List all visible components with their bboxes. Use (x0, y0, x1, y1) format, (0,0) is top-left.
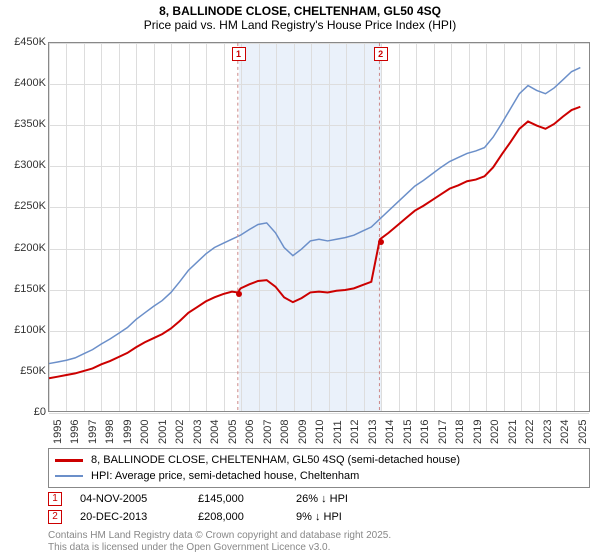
y-axis-label: £350K (14, 118, 46, 130)
x-axis-label: 2002 (174, 420, 186, 444)
title-block: 8, BALLINODE CLOSE, CHELTENHAM, GL50 4SQ… (0, 0, 600, 34)
sale-date: 04-NOV-2005 (80, 493, 180, 505)
sale-marker-dot (236, 291, 242, 297)
sale-hpi-diff: 26% ↓ HPI (296, 493, 396, 505)
y-axis-label: £200K (14, 242, 46, 254)
x-axis-label: 1999 (122, 420, 134, 444)
x-axis-label: 2010 (314, 420, 326, 444)
x-axis-label: 2011 (332, 420, 344, 444)
sale-price: £208,000 (198, 511, 278, 523)
series-property (49, 107, 580, 379)
footer-line2: This data is licensed under the Open Gov… (48, 542, 391, 554)
sale-marker-badge: 1 (232, 47, 246, 61)
x-axis-label: 2016 (419, 420, 431, 444)
x-axis-label: 2004 (209, 420, 221, 444)
sale-row: 2 20-DEC-2013 £208,000 9% ↓ HPI (48, 508, 590, 526)
legend-swatch (55, 475, 83, 477)
x-axis-label: 2023 (542, 420, 554, 444)
legend-label: 8, BALLINODE CLOSE, CHELTENHAM, GL50 4SQ… (91, 454, 460, 466)
sale-marker-badge: 2 (374, 47, 388, 61)
x-axis-label: 1998 (104, 420, 116, 444)
sale-marker-dot (378, 239, 384, 245)
chart-lines-svg (49, 43, 589, 411)
x-axis-label: 2007 (262, 420, 274, 444)
x-axis-label: 2019 (472, 420, 484, 444)
x-axis-label: 2014 (384, 420, 396, 444)
x-axis-label: 2001 (157, 420, 169, 444)
y-axis-label: £0 (34, 406, 46, 418)
sale-price: £145,000 (198, 493, 278, 505)
sales-table: 1 04-NOV-2005 £145,000 26% ↓ HPI 2 20-DEC-201… (48, 490, 590, 526)
x-axis-label: 2006 (244, 420, 256, 444)
x-axis-label: 2009 (297, 420, 309, 444)
title-address: 8, BALLINODE CLOSE, CHELTENHAM, GL50 4SQ (0, 4, 600, 18)
legend-row: 8, BALLINODE CLOSE, CHELTENHAM, GL50 4SQ… (55, 452, 583, 468)
x-axis-label: 2003 (192, 420, 204, 444)
x-axis-label: 2015 (402, 420, 414, 444)
gridline-h (49, 413, 589, 414)
y-axis-label: £250K (14, 200, 46, 212)
legend-row: HPI: Average price, semi-detached house,… (55, 468, 583, 484)
legend-label: HPI: Average price, semi-detached house,… (91, 470, 359, 482)
sale-row: 1 04-NOV-2005 £145,000 26% ↓ HPI (48, 490, 590, 508)
x-axis-label: 2025 (577, 420, 589, 444)
y-axis-label: £50K (20, 365, 46, 377)
footer-attribution: Contains HM Land Registry data © Crown c… (48, 530, 391, 554)
x-axis-label: 1997 (87, 420, 99, 444)
x-axis-label: 2018 (454, 420, 466, 444)
legend-swatch (55, 459, 83, 462)
footer-line1: Contains HM Land Registry data © Crown c… (48, 530, 391, 542)
series-hpi (49, 68, 580, 364)
y-axis-label: £400K (14, 77, 46, 89)
y-axis-label: £100K (14, 324, 46, 336)
sale-badge: 2 (48, 510, 62, 524)
sale-date: 20-DEC-2013 (80, 511, 180, 523)
x-axis-label: 2022 (524, 420, 536, 444)
x-axis-label: 1996 (69, 420, 81, 444)
x-axis-label: 2000 (139, 420, 151, 444)
legend: 8, BALLINODE CLOSE, CHELTENHAM, GL50 4SQ… (48, 448, 590, 488)
y-axis-label: £150K (14, 283, 46, 295)
title-subtitle: Price paid vs. HM Land Registry's House … (0, 18, 600, 32)
x-axis-label: 2005 (227, 420, 239, 444)
x-axis-label: 2008 (279, 420, 291, 444)
x-axis-label: 2012 (349, 420, 361, 444)
x-axis-label: 2017 (437, 420, 449, 444)
sale-hpi-diff: 9% ↓ HPI (296, 511, 396, 523)
x-axis-label: 2013 (367, 420, 379, 444)
x-axis-label: 2020 (489, 420, 501, 444)
chart-container: 8, BALLINODE CLOSE, CHELTENHAM, GL50 4SQ… (0, 0, 600, 560)
y-axis-label: £450K (14, 36, 46, 48)
sale-badge: 1 (48, 492, 62, 506)
x-axis-label: 2021 (507, 420, 519, 444)
x-axis-label: 2024 (559, 420, 571, 444)
chart-plot-area: 12 (48, 42, 590, 412)
y-axis-label: £300K (14, 159, 46, 171)
x-axis-label: 1995 (52, 420, 64, 444)
